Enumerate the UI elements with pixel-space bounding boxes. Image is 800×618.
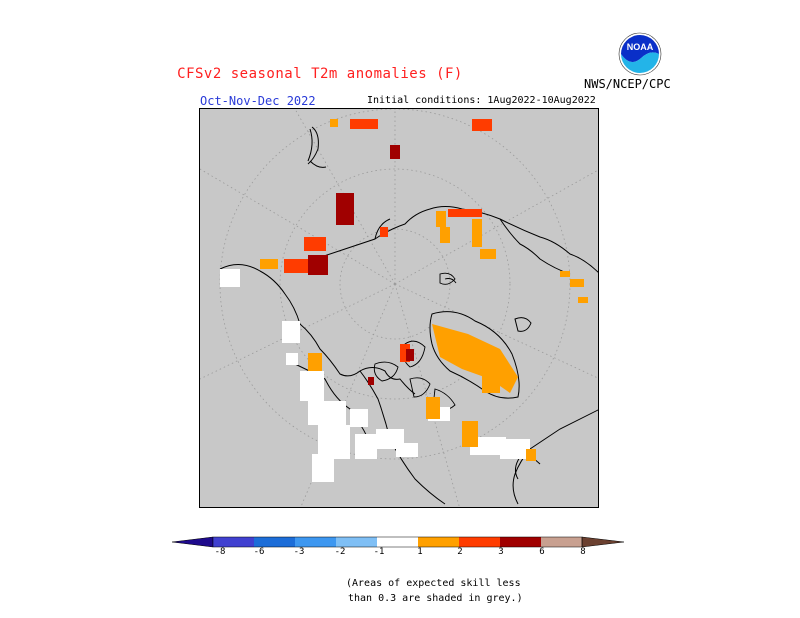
iceland bbox=[514, 317, 532, 332]
scale-tick-label: 8 bbox=[580, 547, 586, 557]
polar-map bbox=[199, 108, 599, 508]
polar-map-svg bbox=[200, 109, 598, 507]
map-title: CFSv2 seasonal T2m anomalies (F) bbox=[177, 66, 463, 82]
season-label: Oct-Nov-Dec 2022 bbox=[200, 94, 316, 108]
scale-tick-label: -2 bbox=[334, 547, 346, 557]
arctic-islands bbox=[373, 272, 457, 411]
footnote-line-2: than 0.3 are shaded in grey.) bbox=[348, 593, 523, 604]
footnote-line-1: (Areas of expected skill less bbox=[346, 578, 521, 589]
color-scale-bar bbox=[172, 536, 625, 548]
agency-label: NWS/NCEP/CPC bbox=[584, 77, 671, 91]
scale-tick-label: 6 bbox=[539, 547, 545, 557]
novaya-zemlya bbox=[307, 126, 319, 165]
scale-tick-label: 3 bbox=[498, 547, 504, 557]
eurasia-landmass bbox=[284, 128, 598, 275]
scale-tick-label: 1 bbox=[417, 547, 423, 557]
scale-tick-label: -8 bbox=[214, 547, 226, 557]
color-scale-labels: -8 -6 -3 -2 -1 1 2 3 6 8 bbox=[0, 547, 800, 559]
noaa-logo-text: NOAA bbox=[627, 42, 654, 52]
initial-conditions-label: Initial conditions: 1Aug2022-10Aug2022 bbox=[367, 95, 596, 106]
noaa-logo: NOAA bbox=[618, 32, 662, 76]
anomaly-1-to-2 bbox=[260, 119, 588, 461]
scale-tick-label: -3 bbox=[293, 547, 305, 557]
anomaly-3-to-6 bbox=[308, 145, 414, 385]
anomaly-2-to-3 bbox=[284, 119, 492, 362]
scale-tick-label: 2 bbox=[457, 547, 463, 557]
footnote: (Areas of expected skill less than 0.3 a… bbox=[346, 576, 523, 606]
scale-tick-label: -1 bbox=[373, 547, 385, 557]
scale-tick-label: -6 bbox=[253, 547, 265, 557]
